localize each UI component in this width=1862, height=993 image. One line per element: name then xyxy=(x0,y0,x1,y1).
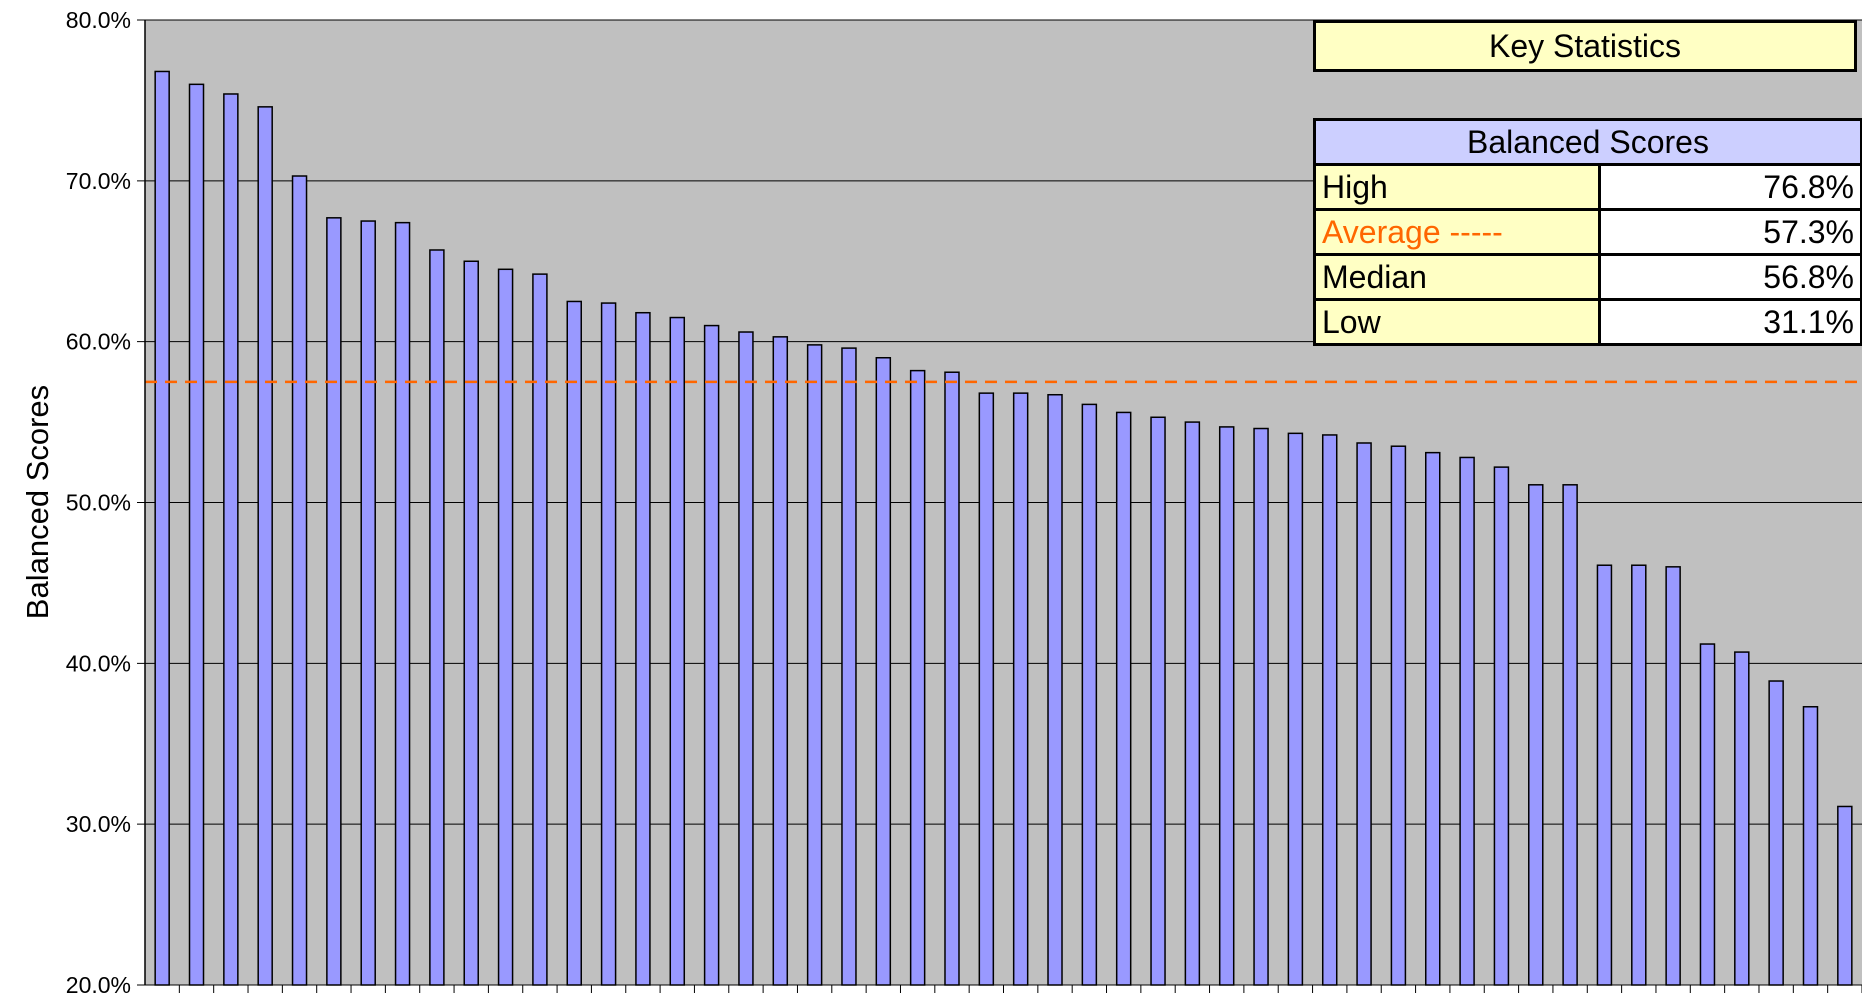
balanced-scores-header: Balanced Scores xyxy=(1313,118,1862,166)
bar xyxy=(1253,427,1269,986)
bar xyxy=(806,344,823,986)
bar xyxy=(429,249,445,986)
bar xyxy=(1150,416,1166,986)
key-statistics-title: Key Statistics xyxy=(1313,20,1857,72)
bar xyxy=(223,93,239,986)
y-axis-tick-labels: 20.0% 30.0% 40.0% 50.0% 60.0% 70.0% 80.0% xyxy=(66,7,131,993)
y-tick-label: 50.0% xyxy=(66,490,131,516)
bar xyxy=(1012,392,1029,986)
bar xyxy=(1287,432,1304,986)
bar xyxy=(1459,456,1475,986)
bar xyxy=(1390,445,1407,986)
bar xyxy=(463,260,479,986)
bar xyxy=(1425,451,1441,986)
stats-row-median: Median 56.8% xyxy=(1313,253,1862,301)
bar xyxy=(1493,466,1510,986)
stats-spacer xyxy=(1313,72,1857,118)
bar xyxy=(703,324,720,986)
bar xyxy=(1734,651,1750,986)
bar xyxy=(1528,484,1544,986)
stats-row-average: Average ----- 57.3% xyxy=(1313,208,1862,256)
stat-label: Low xyxy=(1313,298,1601,346)
bar xyxy=(360,220,376,986)
stats-row-high: High 76.8% xyxy=(1313,163,1862,211)
bar xyxy=(154,70,170,986)
bar xyxy=(1596,564,1613,986)
bar xyxy=(326,217,342,986)
bar xyxy=(944,371,960,986)
bar xyxy=(566,300,582,986)
bar xyxy=(257,106,273,986)
stat-label: Median xyxy=(1313,253,1601,301)
bar xyxy=(669,316,686,986)
y-tick-label: 70.0% xyxy=(66,168,131,194)
bar xyxy=(291,175,308,986)
bars xyxy=(154,70,1853,986)
bar xyxy=(909,369,926,986)
y-tick-label: 80.0% xyxy=(66,7,131,33)
stat-value: 57.3% xyxy=(1598,208,1862,256)
bar xyxy=(1631,564,1647,986)
stat-label: High xyxy=(1313,163,1601,211)
bar xyxy=(772,336,789,986)
stats-row-low: Low 31.1% xyxy=(1313,298,1862,346)
bar xyxy=(1768,680,1784,986)
bar xyxy=(1047,393,1063,986)
bar xyxy=(1562,484,1578,986)
bar xyxy=(600,302,617,986)
bar xyxy=(978,392,995,986)
bar xyxy=(1321,434,1338,986)
bar xyxy=(497,268,514,986)
bar xyxy=(1802,706,1819,986)
y-tick-label: 20.0% xyxy=(66,972,131,993)
y-tick-label: 40.0% xyxy=(66,650,131,676)
stat-label: Average ----- xyxy=(1313,208,1601,256)
x-axis-ticks xyxy=(178,985,1862,993)
y-axis-title: Balanced Scores xyxy=(20,385,55,619)
bar xyxy=(1115,411,1132,986)
bar xyxy=(1665,566,1681,986)
stat-value: 76.8% xyxy=(1598,163,1862,211)
balanced-scores-table: Balanced Scores High 76.8% Average -----… xyxy=(1313,118,1862,346)
bar xyxy=(1699,643,1716,986)
bar xyxy=(841,347,857,986)
bar xyxy=(1356,442,1372,986)
bar xyxy=(738,331,754,986)
bar xyxy=(394,221,411,986)
bar xyxy=(188,83,205,986)
y-tick-label: 30.0% xyxy=(66,811,131,837)
bar xyxy=(1837,805,1853,986)
bar xyxy=(875,357,892,986)
stat-value: 56.8% xyxy=(1598,253,1862,301)
bar xyxy=(1218,426,1235,986)
bar xyxy=(635,311,651,986)
bar xyxy=(1184,421,1201,986)
stat-value: 31.1% xyxy=(1598,298,1862,346)
bar xyxy=(1081,403,1098,986)
bar xyxy=(532,273,548,986)
key-statistics-panel: Key Statistics Balanced Scores High 76.8… xyxy=(1313,20,1862,346)
y-tick-label: 60.0% xyxy=(66,329,131,355)
